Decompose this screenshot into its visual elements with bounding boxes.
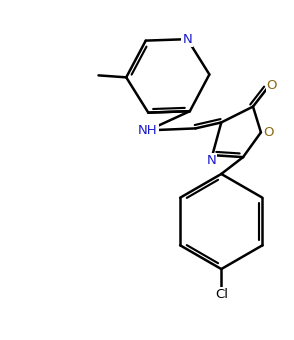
Text: NH: NH bbox=[138, 124, 158, 137]
Text: O: O bbox=[267, 79, 277, 92]
Text: Cl: Cl bbox=[215, 288, 228, 301]
Text: N: N bbox=[206, 154, 216, 167]
Text: O: O bbox=[264, 126, 274, 139]
Text: N: N bbox=[183, 33, 192, 46]
